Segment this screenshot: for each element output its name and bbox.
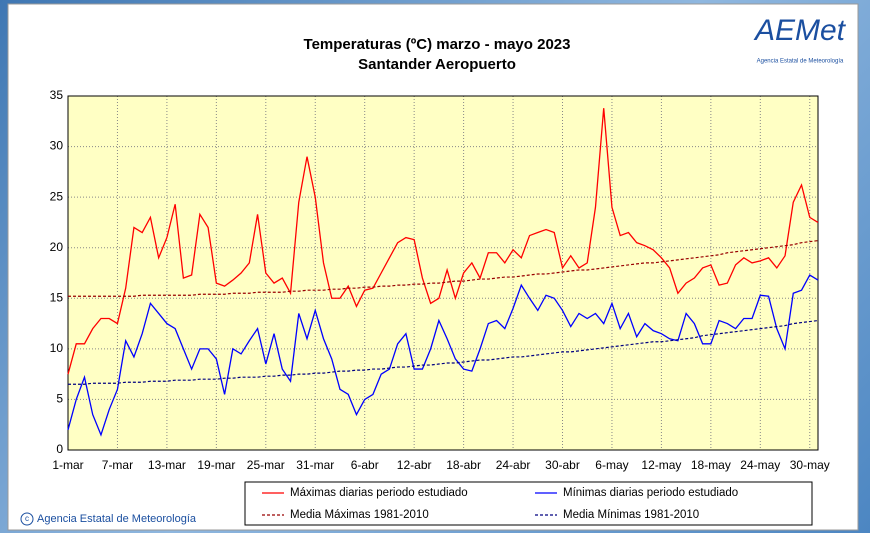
x-tick-label: 30-abr bbox=[545, 458, 580, 472]
series-line bbox=[67, 274, 819, 437]
logo-caption: Agencia Estatal de Meteorología bbox=[757, 59, 844, 65]
chart-subtitle: Santander Aeropuerto bbox=[358, 56, 516, 73]
y-tick-label: 30 bbox=[50, 139, 64, 153]
x-tick-label: 13-mar bbox=[148, 458, 186, 472]
copyright-c: c bbox=[25, 514, 29, 523]
plot-area bbox=[68, 96, 818, 450]
y-tick-label: 20 bbox=[50, 240, 64, 254]
plot-frame bbox=[67, 95, 819, 451]
x-tick-label: 7-mar bbox=[102, 458, 133, 472]
legend-label: Media Máximas 1981-2010 bbox=[290, 509, 429, 521]
y-tick-label: 10 bbox=[50, 341, 64, 355]
y-tick-label: 25 bbox=[50, 189, 64, 203]
x-tick-label: 18-abr bbox=[446, 458, 481, 472]
x-tick-label: 12-may bbox=[641, 458, 681, 472]
chart-title: Temperaturas (ºC) marzo - mayo 2023 bbox=[304, 36, 571, 53]
x-tick-label: 24-abr bbox=[496, 458, 531, 472]
y-tick-label: 35 bbox=[50, 88, 64, 102]
y-tick-label: 5 bbox=[56, 392, 63, 406]
legend-label: Máximas diarias periodo estudiado bbox=[290, 487, 468, 499]
y-tick-label: 0 bbox=[56, 442, 63, 456]
x-tick-label: 24-may bbox=[740, 458, 780, 472]
x-tick-label: 18-may bbox=[691, 458, 731, 472]
series-line bbox=[68, 319, 819, 385]
legend-box bbox=[244, 481, 813, 526]
footer: Agencia Estatal de Meteorología bbox=[37, 513, 197, 525]
x-tick-label: 6-may bbox=[595, 458, 628, 472]
legend-label: Media Mínimas 1981-2010 bbox=[563, 509, 699, 521]
x-tick-label: 12-abr bbox=[397, 458, 432, 472]
x-tick-label: 1-mar bbox=[52, 458, 83, 472]
copyright-icon bbox=[20, 512, 34, 526]
logo: AEMet bbox=[753, 14, 847, 47]
x-tick-label: 30-may bbox=[790, 458, 830, 472]
x-tick-label: 31-mar bbox=[296, 458, 334, 472]
x-tick-label: 25-mar bbox=[247, 458, 285, 472]
x-tick-label: 6-abr bbox=[351, 458, 379, 472]
series-line bbox=[68, 240, 819, 297]
legend-label: Mínimas diarias periodo estudiado bbox=[563, 487, 738, 499]
y-tick-label: 15 bbox=[50, 290, 64, 304]
series-line bbox=[67, 108, 819, 375]
x-tick-label: 19-mar bbox=[197, 458, 235, 472]
